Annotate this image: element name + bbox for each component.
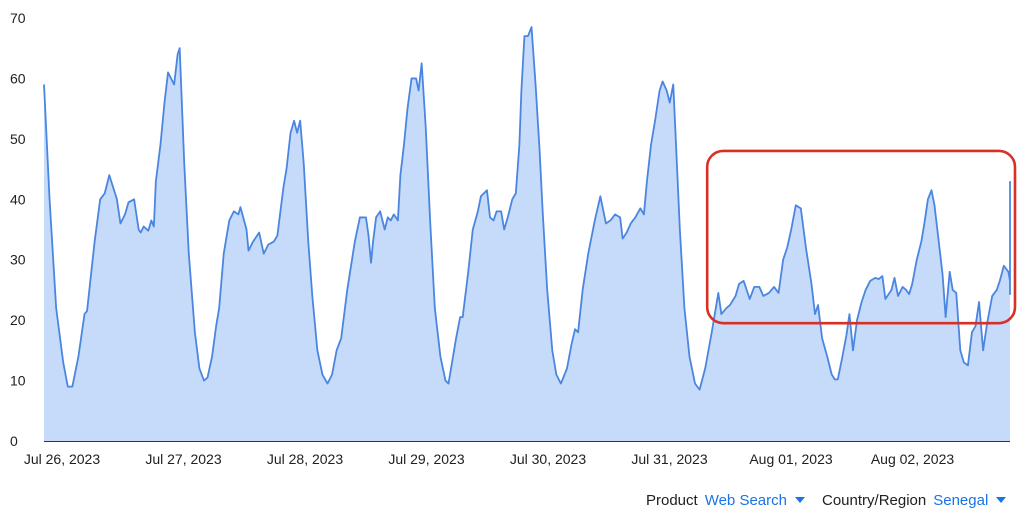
- caret-down-icon[interactable]: [996, 497, 1007, 504]
- x-tick-label: Jul 30, 2023: [510, 451, 586, 467]
- x-tick-label: Aug 01, 2023: [749, 451, 833, 467]
- x-tick-label: Jul 28, 2023: [267, 451, 343, 467]
- x-tick-label: Aug 02, 2023: [871, 451, 955, 467]
- x-tick-label: Jul 29, 2023: [388, 451, 464, 467]
- region-filter-label: Country/Region: [822, 492, 927, 509]
- product-filter[interactable]: Product Web Search: [646, 492, 805, 509]
- y-tick-label: 60: [10, 70, 26, 86]
- y-tick-label: 20: [10, 312, 26, 328]
- series-area: [44, 27, 1010, 442]
- product-filter-label: Product: [646, 492, 698, 509]
- x-tick-label: Jul 31, 2023: [631, 451, 707, 467]
- interest-over-time-chart: 0 10 20 30 40 50 60 70 Jul 26, 2023 Jul 27, 2023 J…: [10, 10, 1017, 467]
- caret-down-icon[interactable]: [794, 497, 805, 504]
- y-tick-label: 30: [10, 252, 26, 268]
- y-tick-label: 70: [10, 10, 26, 26]
- filter-bar: Product Web Search Country/Region Senegal: [0, 488, 1024, 518]
- x-tick-label: Jul 27, 2023: [145, 451, 221, 467]
- region-filter[interactable]: Country/Region Senegal: [822, 492, 1007, 509]
- y-tick-label: 10: [10, 373, 26, 389]
- y-tick-label: 50: [10, 131, 26, 147]
- y-tick-label: 0: [10, 433, 18, 449]
- highlight-box: [705, 149, 1017, 325]
- product-filter-value[interactable]: Web Search: [704, 492, 787, 509]
- series-line: [43, 26, 1011, 391]
- x-tick-label: Jul 26, 2023: [24, 451, 100, 467]
- region-filter-value[interactable]: Senegal: [933, 492, 989, 509]
- y-tick-label: 40: [10, 191, 26, 207]
